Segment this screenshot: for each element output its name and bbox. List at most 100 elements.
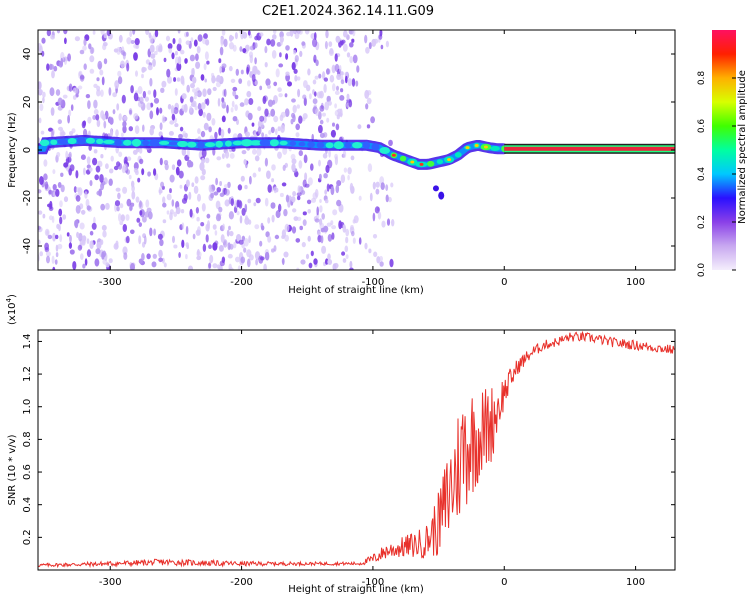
noise-dot [331, 225, 337, 230]
noise-dot [195, 61, 201, 69]
signal-peak [483, 145, 488, 149]
noise-dot [160, 181, 165, 188]
x-tick-label: 0 [501, 277, 507, 288]
noise-dot [174, 50, 178, 56]
noise-dot [87, 116, 92, 124]
noise-dot [380, 182, 385, 191]
noise-dot [118, 34, 123, 43]
noise-dot [133, 162, 139, 171]
noise-dot [200, 102, 206, 110]
noise-dot [267, 235, 272, 243]
noise-dot [364, 242, 368, 250]
noise-dot [265, 231, 270, 238]
noise-dot [212, 263, 218, 269]
noise-dot [175, 206, 181, 215]
noise-dot [180, 209, 185, 214]
noise-dot [290, 118, 294, 125]
noise-dot [173, 244, 178, 249]
noise-dot [55, 188, 60, 197]
noise-dot [267, 99, 274, 107]
noise-dot [302, 179, 307, 188]
noise-dot [263, 263, 267, 270]
noise-dot [149, 35, 154, 44]
noise-dot [349, 260, 353, 269]
noise-dot [97, 60, 103, 70]
noise-dot [296, 104, 300, 109]
noise-dot [80, 253, 84, 260]
noise-dot [156, 107, 159, 116]
noise-dot [185, 254, 188, 260]
noise-dot [167, 43, 173, 50]
noise-dot [204, 51, 209, 61]
noise-dot [49, 87, 55, 97]
noise-dot [175, 166, 180, 176]
noise-dot [255, 259, 258, 266]
noise-dot [230, 198, 234, 207]
noise-dot [301, 41, 306, 46]
noise-dot [203, 33, 208, 40]
noise-dot [243, 238, 249, 247]
noise-dot [116, 206, 120, 212]
noise-dot [226, 163, 231, 168]
noise-dot [341, 251, 346, 256]
noise-dot [68, 109, 72, 117]
noise-dot [314, 188, 319, 198]
noise-dot [211, 75, 216, 84]
noise-dot [172, 38, 176, 45]
noise-dot [388, 139, 393, 147]
noise-dot [101, 224, 107, 231]
noise-dot [205, 39, 210, 46]
noise-dot [135, 170, 139, 176]
noise-dot [161, 115, 165, 124]
noise-dot [134, 38, 140, 46]
noise-dot [229, 42, 234, 50]
noise-dot [228, 65, 233, 72]
noise-dot [221, 63, 227, 69]
noise-dot [285, 53, 289, 60]
snr-y-multiplier: (x104) [5, 294, 18, 325]
noise-dot [141, 66, 146, 73]
noise-dot [226, 229, 230, 237]
noise-dot [121, 165, 126, 174]
noise-dot [149, 227, 153, 237]
noise-dot [216, 74, 221, 83]
noise-dot [278, 63, 284, 68]
noise-dot [287, 81, 292, 87]
noise-dot [365, 103, 369, 110]
noise-dot [189, 96, 194, 103]
noise-dot [141, 253, 145, 261]
noise-dot [147, 171, 152, 177]
noise-dot [264, 61, 268, 68]
noise-dot [224, 150, 230, 159]
noise-dot [214, 230, 218, 236]
noise-dot [266, 170, 271, 179]
x-tick-label: 0 [501, 577, 507, 588]
noise-dot [245, 215, 248, 221]
noise-dot [264, 46, 268, 54]
signal-peak [410, 160, 415, 164]
noise-dot [79, 74, 85, 82]
noise-dot [264, 157, 268, 167]
noise-dot [234, 94, 239, 100]
noise-dot [307, 235, 311, 242]
noise-dot [283, 251, 289, 258]
noise-dot [322, 71, 326, 80]
noise-dot [102, 42, 108, 47]
noise-dot [171, 113, 176, 121]
noise-dot [122, 224, 128, 232]
noise-dot [251, 122, 255, 127]
noise-dot [367, 163, 373, 173]
signal-blob [307, 141, 316, 148]
noise-dot [302, 211, 307, 216]
noise-dot [142, 90, 147, 99]
noise-dot [203, 122, 209, 131]
noise-dot [334, 53, 338, 62]
noise-dot [193, 95, 197, 100]
noise-dot [201, 157, 206, 164]
noise-dot [74, 36, 80, 42]
noise-dot [100, 203, 106, 211]
noise-dot [259, 32, 264, 37]
signal-peak [465, 146, 470, 150]
noise-dot [298, 115, 303, 124]
noise-dot [58, 208, 63, 217]
